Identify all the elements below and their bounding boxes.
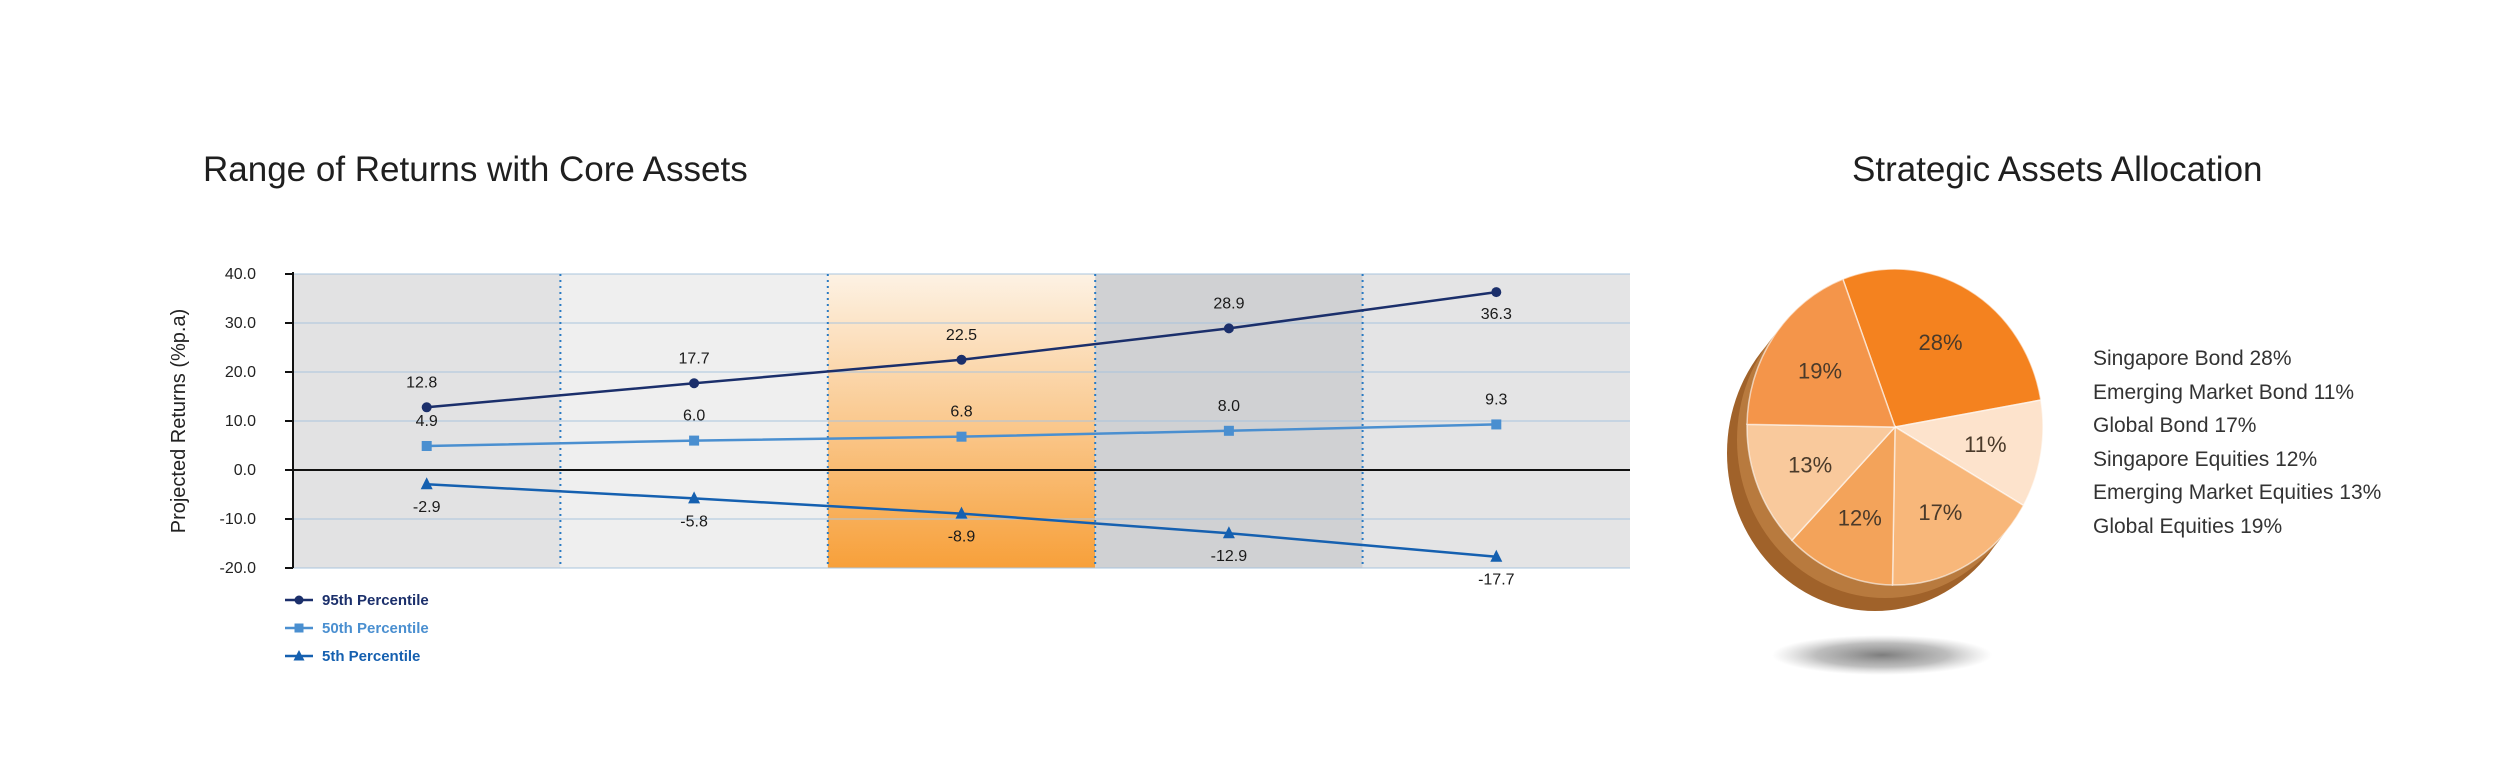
pie-legend-item: Global Equities 19%	[2093, 514, 2283, 538]
data-label: 28.9	[1213, 295, 1244, 312]
pie-slice	[1746, 278, 1897, 428]
y-tick-label: -10.0	[220, 511, 257, 528]
data-point	[1223, 425, 1234, 436]
data-point	[420, 477, 433, 490]
legend-label: 50th Percentile	[322, 620, 429, 637]
data-label: 9.3	[1485, 391, 1507, 408]
data-point	[1491, 419, 1502, 430]
y-tick-label: 30.0	[225, 315, 256, 332]
pie-legend-item: Emerging Market Bond 11%	[2093, 380, 2355, 404]
pie-legend-item: Singapore Bond 28%	[2093, 347, 2292, 370]
y-tick-label: 0.0	[234, 462, 256, 479]
data-point	[1222, 526, 1235, 539]
pie-slice	[1790, 425, 1896, 586]
pie-slice-label: 17%	[1918, 500, 1962, 525]
data-point	[956, 354, 967, 365]
legend-marker	[294, 623, 304, 633]
data-label: -17.7	[1478, 572, 1515, 589]
data-point	[1490, 549, 1503, 562]
line-chart-title: Range of Returns with Core Assets	[203, 150, 748, 189]
data-point	[688, 491, 701, 504]
pie-slice-label: 11%	[1964, 432, 2006, 457]
data-point	[1223, 323, 1234, 334]
data-point	[421, 440, 432, 451]
data-label: 6.8	[950, 404, 972, 421]
pie-legend-item: Global Bond 17%	[2093, 414, 2257, 438]
pie-chart-title: Strategic Assets Allocation	[1852, 150, 2263, 189]
legend-label: 5th Percentile	[322, 648, 420, 665]
y-tick-label: -20.0	[220, 560, 257, 577]
y-tick-label: 10.0	[225, 413, 256, 430]
data-label: 4.9	[416, 413, 438, 430]
data-label: 12.8	[406, 374, 437, 391]
data-label: -5.8	[680, 513, 708, 530]
pie-legend: Singapore Bond 28% Emerging Market Bond 1…	[2093, 342, 2381, 544]
pie-slice-label: 13%	[1788, 452, 1832, 477]
line-chart: 40.0 30.0 20.0 10.0 0.0 -10.0 -20.0 Projected R…	[168, 266, 1630, 665]
y-tick-label: 40.0	[225, 266, 256, 283]
data-label: 8.0	[1218, 398, 1240, 415]
data-point	[689, 378, 700, 389]
legend-marker	[294, 595, 304, 605]
pie-chart: 28% 11% 17% 12% 13% 19%	[1727, 268, 2044, 675]
legend-marker	[293, 650, 305, 661]
data-label: -8.9	[948, 529, 976, 546]
data-label: -2.9	[413, 499, 441, 516]
data-point	[421, 402, 432, 413]
data-point	[956, 431, 967, 442]
data-label: -12.9	[1211, 548, 1248, 565]
data-label: 17.7	[679, 350, 710, 367]
pie-slice-label: 12%	[1838, 505, 1882, 530]
pie-slice	[1746, 423, 1897, 542]
legend-label: 95th Percentile	[322, 592, 429, 609]
pie-slice-label: 28%	[1919, 330, 1963, 355]
data-point	[689, 435, 700, 446]
data-label: 6.0	[683, 408, 705, 425]
data-label: 22.5	[946, 327, 977, 344]
y-axis-label: Projected Returns (%p.a)	[168, 309, 190, 534]
data-label: 36.3	[1481, 306, 1512, 323]
pie-slice	[1892, 399, 2044, 507]
data-point	[955, 506, 968, 519]
pie-slice	[1841, 268, 2042, 428]
data-point	[1491, 287, 1502, 298]
pie-shadow	[1772, 635, 1992, 675]
pie-legend-item: Singapore Equities 12%	[2093, 447, 2318, 471]
pie-slice	[1891, 425, 2025, 586]
y-tick-label: 20.0	[225, 364, 256, 381]
pie-legend-item: Emerging Market Equities 13%	[2093, 481, 2382, 505]
pie-slice-label: 19%	[1798, 359, 1842, 384]
